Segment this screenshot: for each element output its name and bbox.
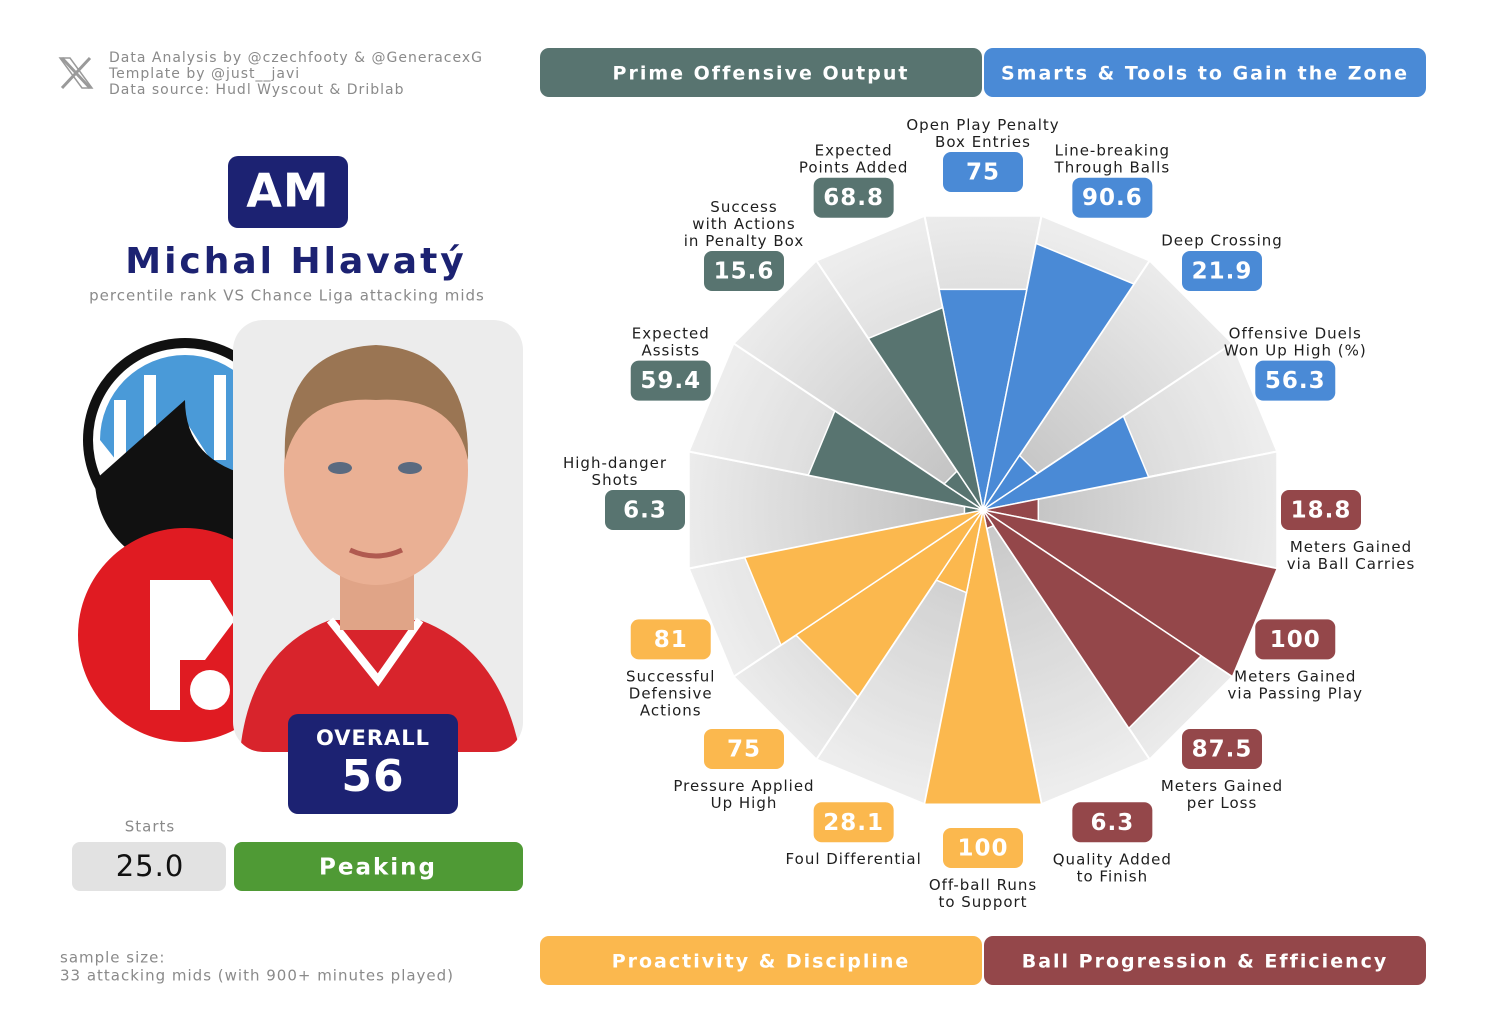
position-badge <box>228 156 348 228</box>
player-photo <box>233 320 523 752</box>
value-box <box>1281 490 1361 530</box>
credit: Data Analysis by @czechfooty & @Generace… <box>109 50 483 66</box>
subtitle: percentile rank VS Chance Liga attacking… <box>89 287 485 305</box>
bar <box>982 415 1150 511</box>
bar <box>743 509 984 647</box>
value-label: 56.3 <box>1265 368 1326 394</box>
value-box <box>1182 250 1263 291</box>
status: Peaking <box>319 855 437 881</box>
category-label: Meters Gained via Passing Play <box>1228 667 1363 702</box>
category-label: Successful Defensive Actions <box>626 667 715 719</box>
category-label: Meters Gained via Ball Carries <box>1287 538 1416 573</box>
value-box <box>1182 729 1263 770</box>
value-label: 21.9 <box>1192 258 1253 284</box>
sample-text: sample size: <box>60 949 165 967</box>
starts-box <box>72 842 226 891</box>
pizza-chart: 75 Open Play Penalty Box Entries 90.6 Line-b… <box>563 116 1416 911</box>
legend-label: Smarts & Tools to Gain the Zone <box>1001 63 1409 85</box>
credit: Data source: Hudl Wyscout & Driblab <box>109 82 404 98</box>
legend-label: Proactivity & Discipline <box>612 951 911 973</box>
group-header <box>984 48 1426 97</box>
x-logo <box>58 56 94 90</box>
category-label: Deep Crossing <box>1161 231 1283 249</box>
value-label: 87.5 <box>1192 737 1253 763</box>
value-box <box>813 177 894 218</box>
overall-score: 56 <box>341 751 404 802</box>
category-label: Offensive Duels Won Up High (%) <box>1224 324 1367 359</box>
value-label: 59.4 <box>640 368 701 394</box>
overall-box <box>288 714 458 814</box>
value-label: 6.3 <box>623 498 667 524</box>
bar <box>807 409 984 511</box>
group-header <box>540 48 982 97</box>
bar <box>867 306 984 511</box>
category-label: Line-breaking Through Balls <box>1054 141 1171 176</box>
value-box <box>813 802 894 843</box>
position: AM <box>246 164 329 218</box>
value-box <box>943 152 1023 192</box>
category-label: Foul Differential <box>786 850 922 868</box>
value-label: 81 <box>654 627 688 653</box>
value-box <box>703 250 784 291</box>
value-box <box>605 490 685 530</box>
value-label: 68.8 <box>823 185 884 211</box>
group-header <box>540 936 982 985</box>
value-box <box>703 729 784 770</box>
category-label: Off-ball Runs to Support <box>929 876 1037 911</box>
value-label: 75 <box>727 737 761 763</box>
value-box <box>630 360 711 401</box>
value-box <box>1072 177 1153 218</box>
value-box <box>1072 802 1153 843</box>
legend-label: Ball Progression & Efficiency <box>1022 951 1389 973</box>
category-label: Success with Actions in Penalty Box <box>684 197 804 249</box>
value-box <box>630 619 711 660</box>
value-label: 28.1 <box>823 810 884 836</box>
value-box <box>1255 619 1336 660</box>
bar <box>923 509 1043 805</box>
value-label: 15.6 <box>714 258 775 284</box>
bar <box>982 509 1203 730</box>
legend-label: Prime Offensive Output <box>613 63 910 85</box>
category-label: Pressure Applied Up High <box>673 777 814 812</box>
sample-text: 33 attacking mids (with 900+ minutes pla… <box>60 967 454 985</box>
overall-label: OVERALL <box>316 726 430 750</box>
value-box <box>1255 360 1336 401</box>
category-label: Expected Points Added <box>799 141 909 176</box>
category-label: Quality Added to Finish <box>1053 850 1172 885</box>
value-label: 100 <box>1270 627 1321 653</box>
value-label: 90.6 <box>1082 185 1143 211</box>
category-label: High-danger Shots <box>563 454 667 489</box>
bar <box>982 242 1136 511</box>
value-label: 6.3 <box>1090 810 1134 836</box>
starts-value: 25.0 <box>116 849 185 883</box>
value-box <box>943 828 1023 868</box>
value-label: 75 <box>966 160 1000 186</box>
category-label: Expected Assists <box>632 324 710 359</box>
group-header <box>984 936 1426 985</box>
category-label: Open Play Penalty Box Entries <box>906 116 1059 151</box>
credit: Template by @just__javi <box>108 66 300 82</box>
value-label: 18.8 <box>1291 498 1352 524</box>
category-label: Meters Gained per Loss <box>1161 777 1283 812</box>
value-label: 100 <box>957 836 1008 862</box>
player-name: Michal Hlavatý <box>125 241 467 282</box>
status-box <box>234 842 523 891</box>
starts-label: Starts <box>125 818 175 836</box>
